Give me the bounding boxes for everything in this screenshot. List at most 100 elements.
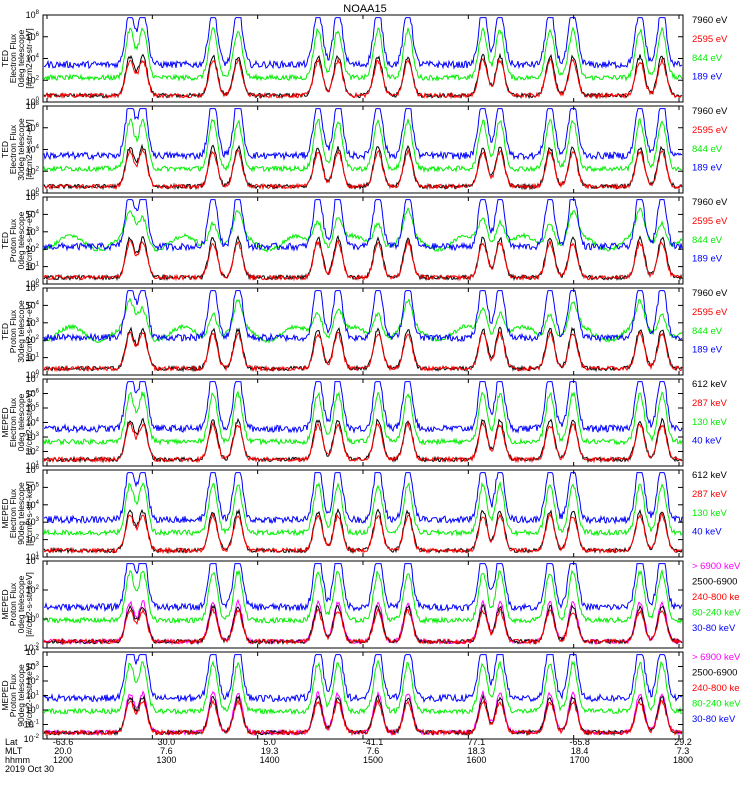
- legend-6-1: 612 keV: [692, 470, 728, 481]
- footer-mlt-3: 7.6: [367, 746, 380, 756]
- panel-frame-1: [42, 14, 684, 103]
- ytick-label-7-3: 104: [26, 556, 40, 566]
- trace-3-4: [43, 199, 683, 252]
- ytick-exponent: 3: [36, 318, 40, 324]
- panel-frame-8: [42, 651, 684, 740]
- ylabel-7-2: Proton Flux: [8, 582, 18, 626]
- ytick-exponent: 4: [36, 54, 40, 60]
- ytick-exponent: 6: [36, 465, 40, 471]
- ytick-label-4-0: 100: [26, 370, 40, 380]
- ytick-exponent: 0: [36, 370, 40, 376]
- footer-mlt-6: 7.3: [677, 746, 690, 756]
- ytick-exponent: 3: [36, 662, 40, 668]
- ylabel-6-1: MEPED: [0, 498, 10, 528]
- ytick-exponent: 1: [36, 461, 40, 467]
- trace-6-2: [43, 512, 683, 555]
- ytick-exponent: 0: [36, 97, 40, 103]
- ytick-label-6-0: 101: [26, 552, 40, 562]
- ytick-exponent: 6: [36, 32, 40, 38]
- ytick-label-5-4: 105: [26, 403, 40, 413]
- trace-4-4: [43, 290, 683, 343]
- ytick-exponent: 4: [36, 647, 40, 653]
- legend-8-4: 80-240 keV: [692, 699, 741, 710]
- ytick-exponent: 6: [36, 389, 40, 395]
- ylabel-2-4: [#/cm2-s-str-eV]: [24, 119, 34, 179]
- panel-frame-6: [42, 469, 684, 558]
- figure-title: NOAA15: [343, 3, 386, 15]
- footer-date: 2019 Oct 30: [5, 764, 54, 774]
- ytick-label-6-1: 102: [26, 535, 40, 545]
- trace-6-4: [43, 472, 683, 525]
- legend-5-1: 612 keV: [692, 379, 728, 390]
- ytick-label-3-1: 101: [26, 262, 40, 272]
- ylabel-8-4: [#/cm2-s-str-keV]: [24, 663, 34, 728]
- legend-7-3: 240-800 ke: [692, 592, 740, 603]
- ytick-label-1-4: 108: [26, 10, 40, 20]
- footer-row-label-lat: Lat: [5, 737, 18, 747]
- ylabel-1-4: [#/cm2-s-str-eV]: [24, 28, 34, 88]
- ylabel-4-4: [#/cm2-s-str-eV]: [24, 301, 34, 361]
- legend-7-2: 2500-6900: [692, 577, 737, 588]
- trace-2-3: [43, 117, 683, 174]
- ylabel-3-2: Proton Flux: [8, 218, 18, 262]
- trace-7-4: [43, 568, 683, 625]
- legend-2-3: 844 eV: [692, 144, 723, 155]
- legend-8-5: 30-80 keV: [692, 714, 736, 725]
- ylabel-5-3: 0deg telescope: [16, 393, 26, 451]
- ytick-label-5-6: 107: [26, 374, 40, 384]
- footer-mlt-1: 7.6: [160, 746, 173, 756]
- ytick-label-6-4: 105: [26, 482, 40, 492]
- ytick-label-2-1: 102: [26, 166, 40, 176]
- panel-frame-5: [42, 378, 684, 467]
- legend-8-3: 240-800 ke: [692, 683, 740, 694]
- ylabel-4-3: 30deg telescope: [16, 300, 26, 363]
- ytick-label-6-5: 106: [26, 465, 40, 475]
- ytick-label-7-1: 100: [26, 614, 40, 624]
- trace-1-3: [43, 26, 683, 82]
- ytick-label-8-4: 102: [26, 676, 40, 686]
- trace-3-3: [43, 207, 683, 253]
- ytick-exponent: 2: [36, 244, 40, 250]
- trace-1-1: [43, 52, 683, 100]
- ytick-label-8-6: 104: [26, 647, 40, 657]
- ytick-exponent: 8: [36, 101, 40, 107]
- trace-5-3: [43, 390, 683, 446]
- footer-lat-1: 30.0: [158, 737, 176, 747]
- trace-7-2: [43, 603, 683, 646]
- footer-lat-5: -65.8: [569, 737, 590, 747]
- ylabel-7-4: [#/cm2-s-str-keV]: [24, 572, 34, 637]
- ytick-exponent: 5: [36, 192, 40, 198]
- ytick-exponent: 4: [36, 209, 40, 215]
- ytick-label-3-3: 103: [26, 227, 40, 237]
- trace-1-2: [43, 57, 683, 100]
- footer-hhmm-3: 1500: [363, 755, 383, 765]
- ytick-label-7-0: 10-2: [24, 643, 40, 653]
- ytick-exponent: 2: [36, 535, 40, 541]
- ylabel-3-1: TED: [0, 232, 10, 249]
- trace-4-2: [43, 330, 683, 373]
- ytick-exponent: 1: [36, 552, 40, 558]
- trace-4-3: [43, 297, 683, 345]
- ytick-label-1-2: 104: [26, 54, 40, 64]
- ytick-label-8-0: 10-2: [24, 734, 40, 744]
- ytick-label-4-3: 103: [26, 318, 40, 328]
- ytick-exponent: 2: [36, 676, 40, 682]
- ytick-label-2-4: 108: [26, 101, 40, 111]
- ytick-exponent: 0: [36, 188, 40, 194]
- footer-mlt-5: 18.4: [571, 746, 589, 756]
- footer-lat-0: -63.6: [53, 737, 74, 747]
- legend-7-4: 80-240 keV: [692, 608, 741, 619]
- footer-hhmm-5: 1700: [570, 755, 590, 765]
- ylabel-8-1: MEPED: [0, 680, 10, 710]
- ytick-label-8-5: 103: [26, 662, 40, 672]
- footer-mlt-2: 19.3: [261, 746, 279, 756]
- legend-3-1: 7960 eV: [692, 197, 728, 208]
- ytick-label-6-3: 104: [26, 500, 40, 510]
- panel-frame-2: [42, 105, 684, 194]
